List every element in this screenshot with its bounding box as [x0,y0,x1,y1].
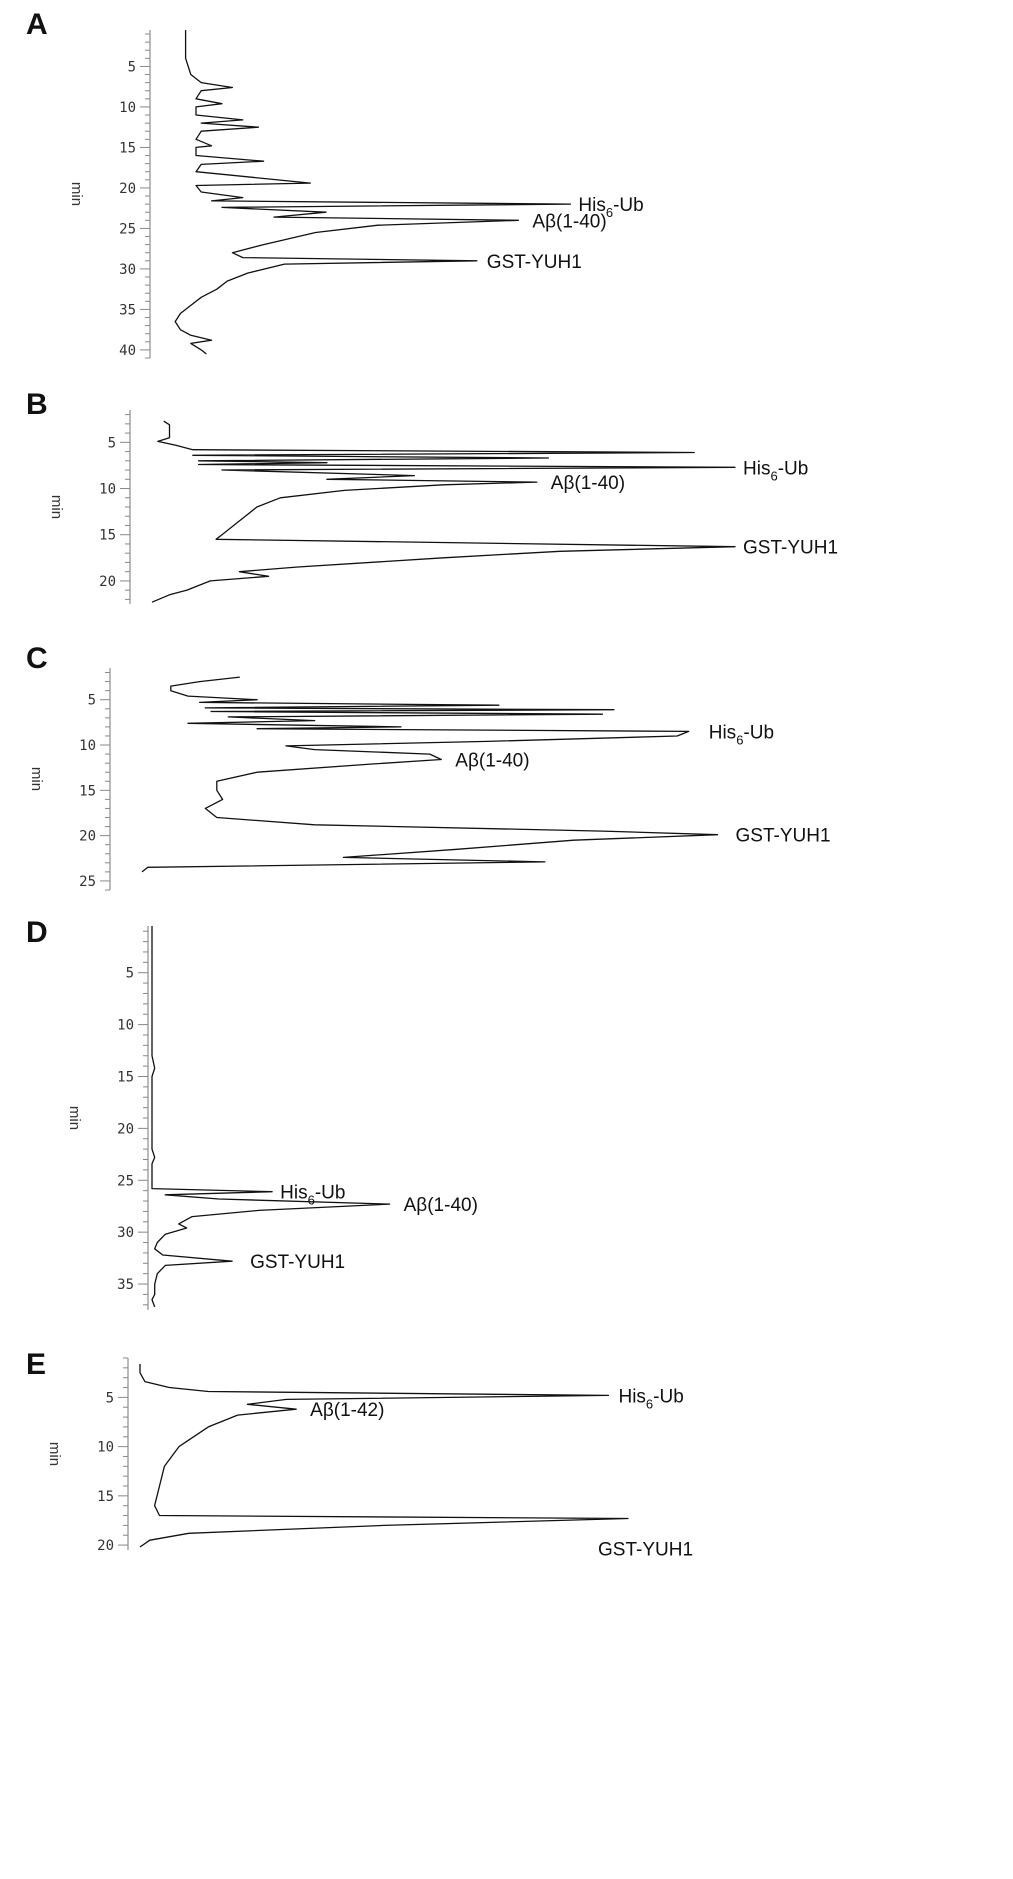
y-axis-title: min [46,1442,63,1466]
panel-label: D [26,916,48,949]
y-tick-label: 20 [97,1538,114,1554]
peak-label: GST-YUH1 [487,252,582,273]
peak-label: GST-YUH1 [250,1252,345,1273]
y-tick-label: 5 [106,1390,114,1406]
peak-label: GST-YUH1 [743,538,838,559]
peak-label-tail: -Ub [653,1386,684,1407]
peak-label: His6-Ub [578,195,643,220]
y-axis-title: min [66,1106,83,1130]
y-tick-label: 25 [117,1173,134,1189]
panel-label: E [26,1348,47,1381]
y-tick-label: 20 [119,181,136,197]
y-tick-label: 5 [126,966,134,982]
y-tick-label: 25 [79,874,96,890]
y-tick-label: 20 [79,829,96,845]
y-tick-label: 40 [119,343,136,359]
y-tick-label: 35 [119,302,136,318]
peak-label-subscript: 6 [308,1193,315,1208]
chromatogram-c: 5 10 15 20 25 min His6-Ub Aβ(1-40) GST-YUH1 [28,668,831,891]
y-tick-label: 5 [88,693,96,709]
chromatogram-panel-e: E 5 10 15 20 min His6-Ub Aβ(1-42) GST-YUH1 [0,1348,1013,1568]
y-tick-label: 15 [99,528,116,544]
y-tick-label: 15 [79,783,96,799]
y-tick-label: 15 [119,140,136,156]
peak-label: His6-Ub [280,1183,345,1208]
y-tick-label: 35 [117,1277,134,1293]
peak-label-name: Aβ(1-40) [551,473,625,494]
peak-label: Aβ(1-40) [551,473,625,494]
y-tick-label: 10 [97,1440,114,1456]
y-tick-label: 25 [119,221,136,237]
chromatogram-trace [174,30,572,355]
peak-label-tail: -Ub [743,722,774,743]
chromatogram-d: 5 10 15 20 25 30 35 min His6-Ub Aβ(1-40) GST-YUH1 [66,926,478,1310]
peak-label: GST-YUH1 [736,826,831,847]
peak-label: GST-YUH1 [598,1539,693,1560]
peak-label-name: Aβ(1-40) [404,1195,478,1216]
y-tick-label: 10 [119,100,136,116]
y-tick-label: 15 [117,1069,134,1085]
panel-label: C [26,642,48,675]
peak-label-name: His [618,1386,645,1407]
peak-label-name: His [709,722,736,743]
panel-label: B [26,388,48,421]
peak-label-name: GST-YUH1 [487,252,582,273]
peak-label-name: Aβ(1-40) [532,211,606,232]
chromatogram-trace [141,676,719,873]
peak-label-name: Aβ(1-40) [455,751,529,772]
chromatogram-b: 5 10 15 20 min His6-Ub Aβ(1-40) GST-YUH1 [48,410,838,604]
y-tick-label: 15 [97,1489,114,1505]
chromatogram-panel-a: A 5 10 15 20 25 30 35 40 min His6-Ub Aβ(1-40) GST-Y… [0,8,1013,368]
peak-label-tail: -Ub [613,195,644,216]
peak-label-name: GST-YUH1 [250,1252,345,1273]
y-axis-title: min [68,182,85,206]
peak-label-subscript: 6 [736,732,743,747]
y-tick-label: 5 [128,59,136,75]
y-tick-label: 20 [99,574,116,590]
chromatogram-panel-b: B 5 10 15 20 min His6-Ub Aβ(1-40) GST-YUH1 [0,388,1013,618]
y-tick-label: 5 [108,435,116,451]
peak-label-name: Aβ(1-42) [310,1400,384,1421]
peak-label-subscript: 6 [770,468,777,483]
peak-label: His6-Ub [618,1386,683,1411]
y-axis-title: min [48,495,65,519]
chromatogram-trace [139,1363,629,1548]
chromatogram-trace [151,420,736,603]
peak-label-tail: -Ub [778,458,809,479]
peak-label: Aβ(1-40) [455,751,529,772]
peak-label-name: His [743,458,770,479]
y-tick-label: 30 [117,1225,134,1241]
peak-label-name: GST-YUH1 [736,826,831,847]
chromatogram-trace [151,926,391,1308]
y-tick-label: 10 [79,738,96,754]
peak-label: Aβ(1-40) [404,1195,478,1216]
peak-label: His6-Ub [743,458,808,483]
peak-label-name: His [578,195,605,216]
y-tick-label: 10 [117,1018,134,1034]
peak-label: Aβ(1-42) [310,1400,384,1421]
y-tick-label: 10 [99,482,116,498]
y-tick-label: 30 [119,262,136,278]
peak-label-subscript: 6 [606,205,613,220]
chromatogram-panel-c: C 5 10 15 20 25 min His6-Ub Aβ(1-40) GST-YUH1 [0,642,1013,902]
peak-label-name: His [280,1183,307,1204]
peak-label: Aβ(1-40) [532,211,606,232]
chromatogram-e: 5 10 15 20 min His6-Ub Aβ(1-42) GST-YUH1 [46,1357,693,1560]
y-tick-label: 20 [117,1121,134,1137]
chromatogram-panel-d: D 5 10 15 20 25 30 35 min His6-Ub Aβ(1-40) GST-YUH… [0,916,1013,1316]
peak-label-name: GST-YUH1 [743,538,838,559]
peak-label: His6-Ub [709,722,774,747]
peak-label-subscript: 6 [646,1396,653,1411]
y-axis-title: min [28,767,45,791]
peak-label-tail: -Ub [315,1183,346,1204]
peak-label-name: GST-YUH1 [598,1539,693,1560]
panel-label: A [26,8,48,41]
